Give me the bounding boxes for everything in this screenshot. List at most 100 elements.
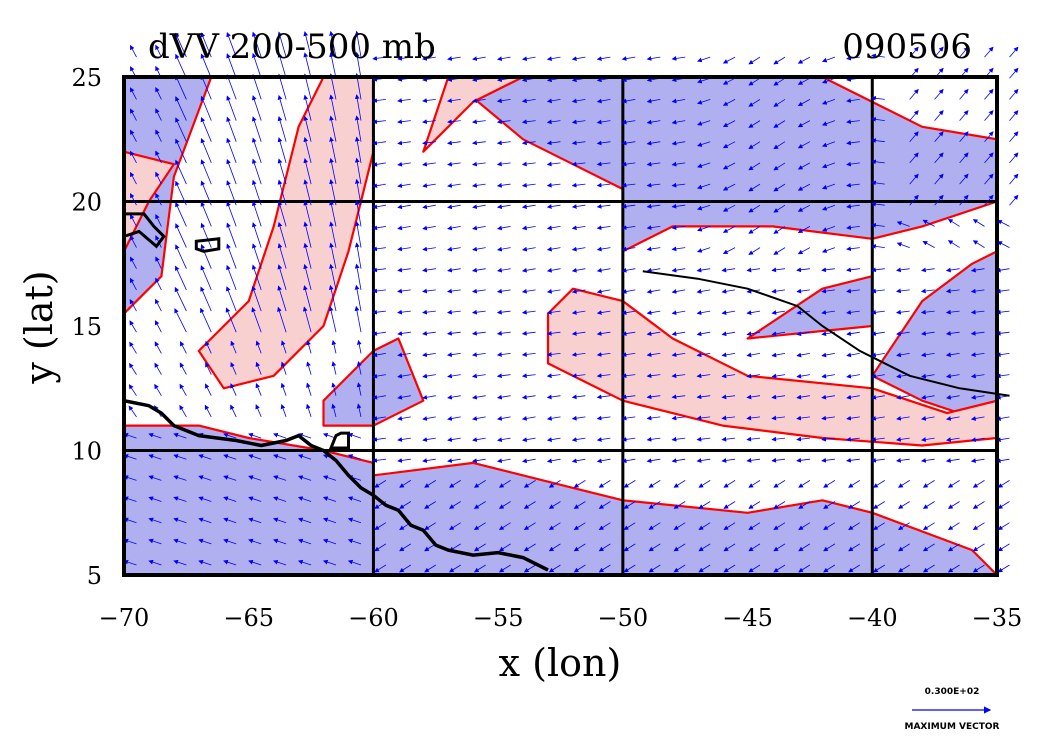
wind-vector [621, 352, 636, 357]
wind-vector [397, 458, 411, 463]
wind-vector [225, 307, 237, 333]
wind-vector [521, 373, 536, 379]
wind-vector [746, 267, 761, 273]
wind-vector [226, 53, 237, 79]
wind-vector [797, 56, 811, 64]
wind-vector [472, 416, 486, 421]
wind-vector [130, 214, 137, 227]
wind-vector [200, 116, 212, 142]
wind-vector [251, 243, 262, 269]
wind-vector [251, 264, 262, 291]
wind-vector [472, 309, 486, 315]
wind-vector [329, 30, 337, 58]
wind-vector [945, 267, 960, 273]
wind-vector [646, 458, 661, 464]
wind-vector [248, 496, 262, 502]
wind-vector [821, 99, 836, 105]
wind-vector [521, 416, 536, 421]
wind-vector [571, 204, 586, 209]
wind-vector [447, 161, 461, 167]
wind-vector [773, 56, 786, 65]
wind-vector [746, 457, 761, 463]
wind-vector [297, 454, 312, 460]
wind-vector [226, 74, 237, 100]
wind-vector [546, 119, 561, 125]
wind-vector [848, 543, 861, 552]
wind-vector [521, 394, 536, 400]
wind-vector [796, 436, 810, 442]
wind-vector [548, 564, 561, 573]
wind-vector [871, 138, 885, 143]
wind-vector [399, 564, 412, 573]
wind-vector [573, 543, 586, 552]
wind-vector [297, 475, 312, 481]
wind-vector [646, 98, 661, 104]
wind-vector [646, 289, 661, 294]
wind-vector [198, 538, 212, 545]
wind-vector [277, 221, 287, 248]
wind-vector [823, 522, 836, 531]
wind-vector [946, 416, 960, 421]
wind-vector [846, 161, 860, 167]
wind-vector [821, 310, 835, 315]
wind-vector [773, 162, 786, 171]
wind-vector [497, 394, 511, 400]
wind-vector [473, 543, 486, 552]
x-tick-label: −45 [722, 604, 773, 632]
wind-vector [546, 56, 561, 62]
wind-vector [546, 225, 561, 231]
wind-vector [303, 242, 312, 269]
wind-vector [922, 522, 935, 531]
wind-vector [397, 246, 411, 252]
wind-vector [354, 263, 362, 290]
wind-vector [848, 501, 861, 509]
wind-vector [123, 432, 137, 439]
wind-vector [796, 267, 810, 273]
wind-vector [945, 352, 960, 358]
wind-vector [397, 309, 411, 315]
wind-vector [154, 341, 162, 354]
wind-vector [248, 517, 262, 524]
wind-vector [155, 192, 162, 206]
wind-vector [571, 352, 586, 357]
wind-vector [771, 288, 786, 294]
wind-vector [697, 204, 711, 211]
wind-vector [422, 183, 436, 188]
wind-vector [354, 200, 362, 227]
wind-vector [748, 99, 761, 107]
wind-vector [596, 119, 611, 125]
wind-vector [646, 203, 661, 209]
wind-vector [447, 416, 461, 421]
wind-vector [123, 517, 137, 524]
wind-vector [909, 88, 919, 100]
wind-vector [771, 331, 786, 337]
wind-vector [671, 373, 686, 379]
wind-vector [646, 373, 661, 379]
wind-vector [496, 140, 511, 146]
wind-vector [721, 373, 736, 379]
wind-vector [200, 53, 212, 79]
wind-vector [909, 194, 919, 206]
wind-vector [472, 204, 486, 210]
wind-vector [621, 225, 636, 231]
wind-vector [596, 310, 611, 315]
wind-vector [671, 394, 686, 400]
wind-vector [546, 309, 561, 315]
wind-vector [722, 204, 736, 212]
wind-vector [671, 98, 686, 104]
wind-vector [523, 543, 536, 552]
wind-vector [223, 454, 237, 460]
wind-vector [621, 140, 636, 146]
wind-vector [623, 480, 636, 488]
wind-vector [155, 86, 162, 100]
wind-vector [173, 559, 187, 566]
wind-vector [646, 161, 661, 167]
wind-vector [372, 331, 386, 336]
wind-vector [273, 517, 287, 524]
coastline [124, 398, 549, 572]
wind-vector [934, 46, 944, 58]
wind-vector [422, 267, 436, 273]
wind-vector [277, 52, 287, 79]
wind-vector [946, 394, 960, 400]
wind-vector [646, 225, 661, 230]
